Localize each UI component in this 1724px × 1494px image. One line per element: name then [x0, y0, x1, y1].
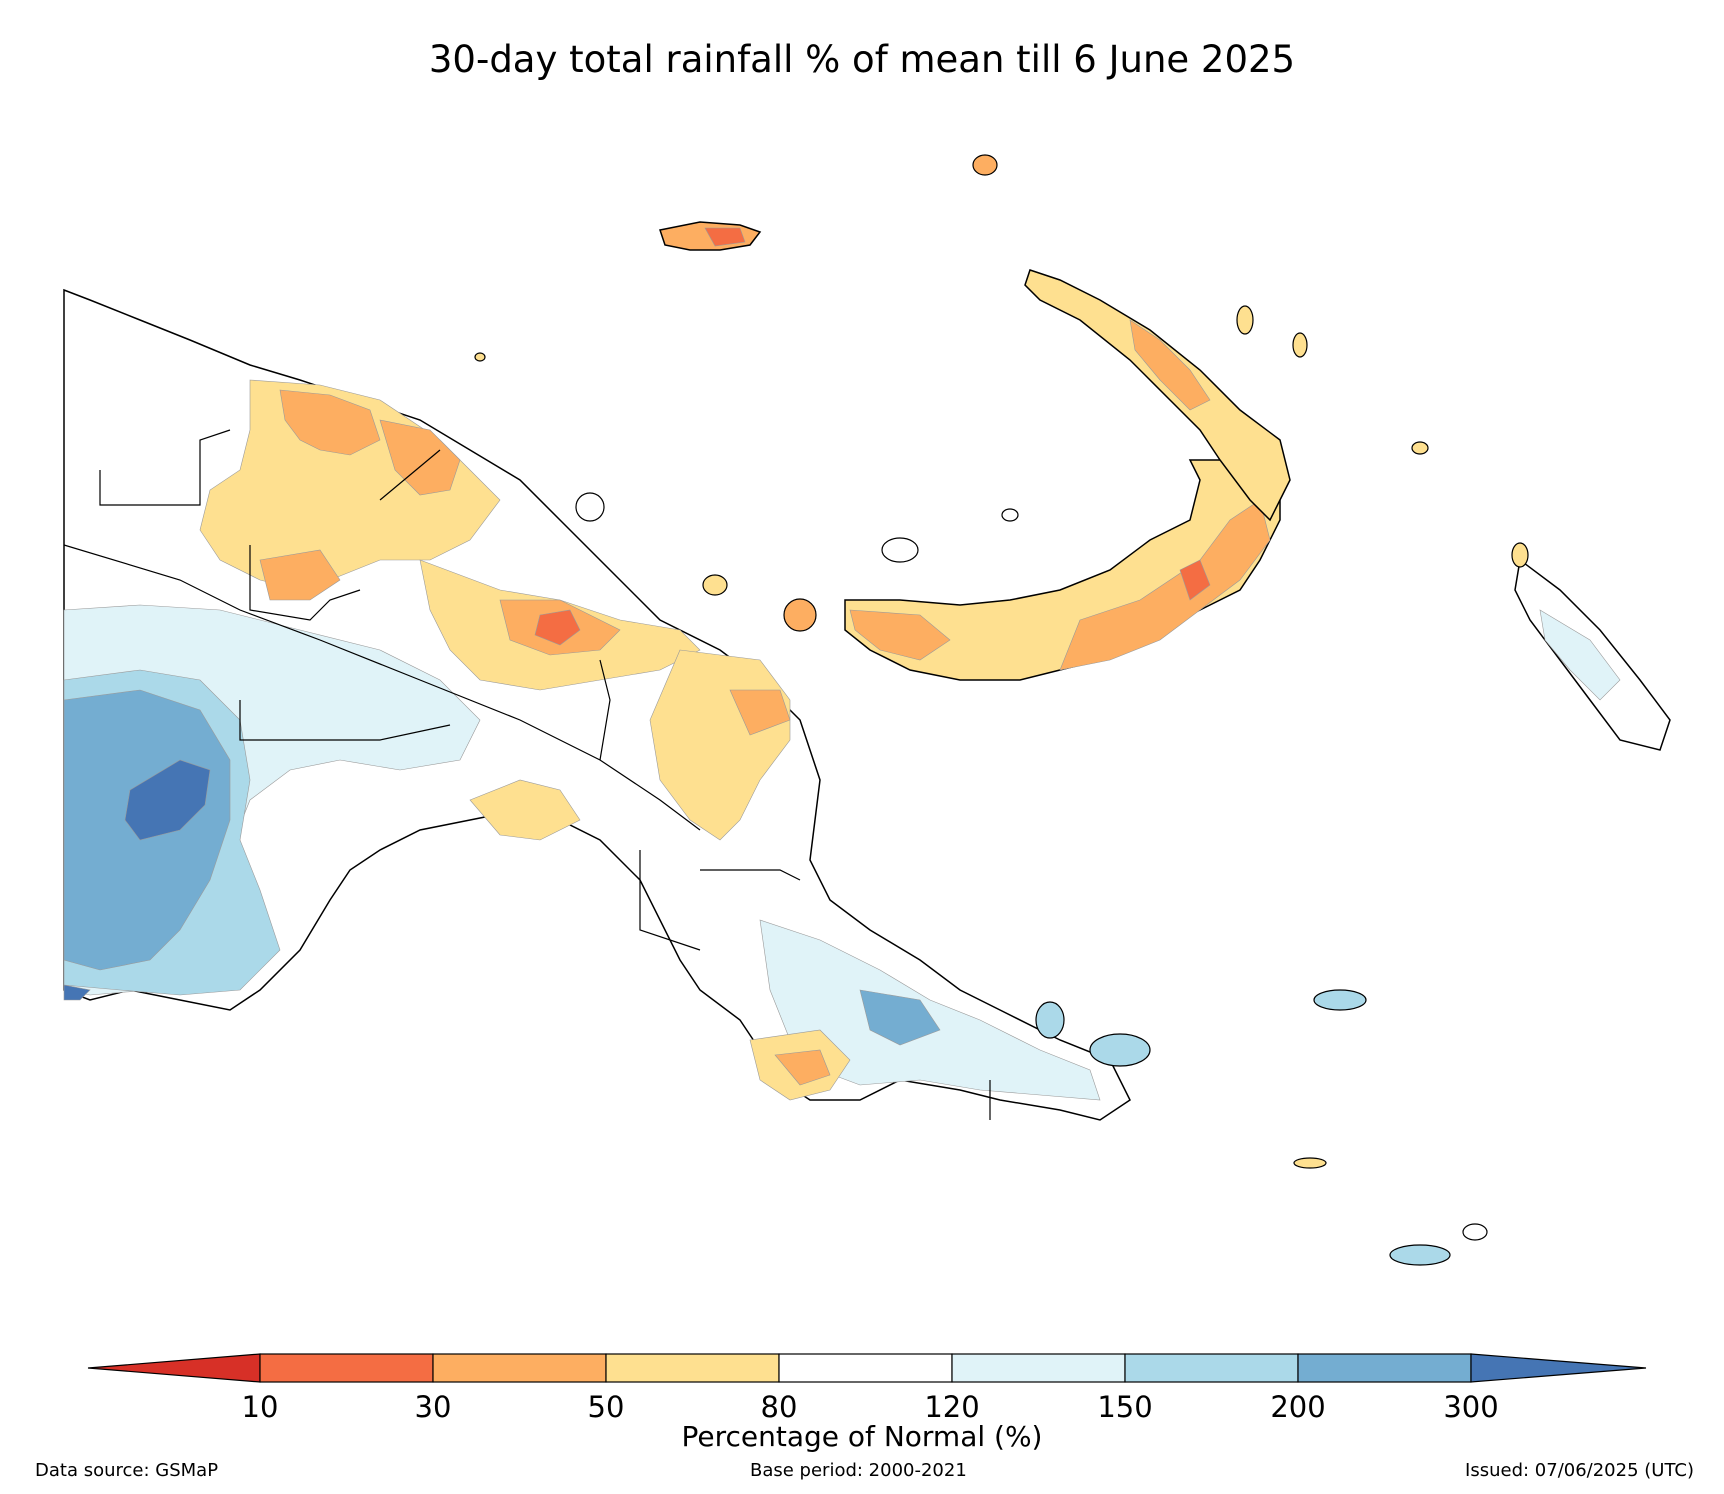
- new-ireland: [1024, 269, 1291, 522]
- colorbar-label: Percentage of Normal (%): [681, 1420, 1043, 1453]
- colorbar-120-150: [951, 1353, 1126, 1383]
- island-misima: [1293, 1157, 1327, 1169]
- island-garove: [1001, 508, 1019, 522]
- colorbar-80-120: [778, 1353, 953, 1383]
- region-50-80-fly-north: [469, 779, 581, 841]
- bougainville: [1514, 558, 1671, 751]
- new-britain-outline: [844, 459, 1281, 681]
- province-boundaries: [63, 429, 991, 1120]
- region-30-50-north-a: [279, 389, 381, 456]
- colorbar-under: [87, 1353, 261, 1383]
- colorbar-tick-120: 120: [924, 1390, 980, 1424]
- map-title: 30-day total rainfall % of mean till 6 J…: [428, 38, 1296, 81]
- colorbar-tick-200: 200: [1270, 1390, 1326, 1424]
- island-sudest: [1462, 1223, 1488, 1241]
- colorbar-tick-30: 30: [414, 1390, 452, 1424]
- island-karkar: [702, 574, 728, 596]
- region-10-30-central: [534, 609, 581, 646]
- new-britain-30-50-west: [849, 609, 951, 661]
- colorbar-50-80: [605, 1353, 780, 1383]
- colorbar-150-200: [1124, 1353, 1299, 1383]
- island-rossel: [1389, 1244, 1451, 1266]
- region-300plus-west: [124, 759, 211, 841]
- island-trobriand: [1035, 1001, 1065, 1039]
- colorbar-tick-150: 150: [1097, 1390, 1153, 1424]
- colorbar-10-30: [259, 1353, 434, 1383]
- island-lihir: [1236, 305, 1254, 335]
- island-woodlark: [1313, 989, 1367, 1011]
- colorbar-200-300: [1297, 1353, 1472, 1383]
- issued-date: Issued: 07/06/2025 (UTC): [1465, 1460, 1694, 1481]
- colorbar: [87, 1353, 1647, 1383]
- colorbar-tick-10: 10: [241, 1390, 279, 1424]
- new-britain-10-30: [1179, 559, 1211, 601]
- bougainville-120-150: [1539, 609, 1621, 701]
- manus-10-30: [704, 227, 746, 247]
- small-islands: [474, 154, 1529, 1266]
- colorbar-tick-50: 50: [587, 1390, 625, 1424]
- island-tabar: [1292, 332, 1308, 358]
- region-200-300-peninsula: [859, 989, 941, 1046]
- island-mussau: [972, 154, 998, 176]
- new-ireland-outline: [1024, 269, 1291, 522]
- data-source: Data source: GSMaP: [35, 1460, 219, 1481]
- colorbar-tick-300: 300: [1443, 1390, 1499, 1424]
- colorbar-30-50: [432, 1353, 607, 1383]
- island-wuvulu: [474, 352, 486, 362]
- island-umboi: [881, 537, 919, 563]
- island-fergusson: [1089, 1033, 1151, 1067]
- rainfall-shading: [63, 380, 1101, 1101]
- new-ireland-30-50: [1129, 319, 1211, 411]
- region-30-50-north-b: [379, 419, 461, 496]
- colorbar-over: [1470, 1353, 1647, 1383]
- colorbar-tick-80: 80: [760, 1390, 798, 1424]
- base-period: Base period: 2000-2021: [750, 1460, 967, 1481]
- island-nissan: [1511, 542, 1529, 568]
- island-manam: [575, 492, 605, 522]
- region-30-50-east: [729, 689, 791, 736]
- region-300plus-southwest: [63, 984, 91, 1001]
- island-feni: [1411, 441, 1429, 455]
- region-30-50-west: [259, 549, 341, 601]
- manus-island: [659, 221, 762, 251]
- region-30-50-south-coast: [774, 1049, 831, 1086]
- new-britain: [844, 459, 1281, 681]
- island-long: [783, 598, 817, 632]
